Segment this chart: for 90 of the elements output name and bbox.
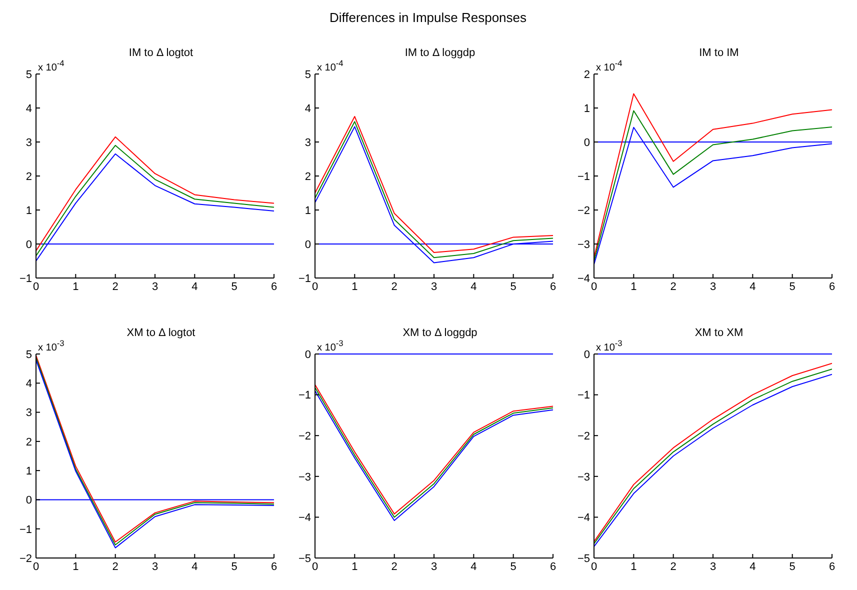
x-tick-label: 5 bbox=[789, 280, 796, 293]
y-tick-label: 3 bbox=[26, 407, 32, 420]
x-tick-label: 2 bbox=[391, 280, 398, 293]
chart-title: IM to Δ loggdp bbox=[404, 47, 476, 59]
y-tick-label: 5 bbox=[26, 348, 32, 361]
x-tick-label: 3 bbox=[710, 560, 716, 573]
y-tick-label: −5 bbox=[298, 552, 311, 565]
y-tick-label: 2 bbox=[304, 170, 311, 183]
x-tick-label: 3 bbox=[430, 560, 438, 573]
y-tick-label: 1 bbox=[584, 102, 590, 115]
y-tick-label: 2 bbox=[584, 68, 590, 81]
x-tick-label: 4 bbox=[750, 560, 756, 573]
y-tick-label: 0 bbox=[26, 238, 32, 251]
y-tick-label: 4 bbox=[26, 378, 32, 390]
y-tick-label: 0 bbox=[304, 238, 311, 251]
y-tick-label: −4 bbox=[577, 272, 590, 285]
y-tick-label: 1 bbox=[304, 204, 311, 217]
x-tick-label: 1 bbox=[352, 280, 358, 293]
y-tick-label: −2 bbox=[298, 430, 311, 443]
y-tick-label: 0 bbox=[304, 348, 311, 361]
x-tick-label: 2 bbox=[112, 560, 118, 573]
x-tick-label: 1 bbox=[72, 560, 79, 573]
x-tick-label: 2 bbox=[670, 280, 676, 293]
text: Differences in Impulse Responses bbox=[328, 10, 528, 25]
x-tick-label: 6 bbox=[550, 280, 556, 293]
x-tick-label: 4 bbox=[470, 280, 477, 293]
x-tick-label: 6 bbox=[828, 280, 836, 293]
y-tick-label: 0 bbox=[584, 136, 590, 149]
x-tick-label: 5 bbox=[789, 560, 796, 573]
y-tick-label: 5 bbox=[304, 68, 311, 81]
x-tick-label: 5 bbox=[510, 560, 516, 573]
y-tick-label: −2 bbox=[577, 430, 590, 443]
y-tick-label: 4 bbox=[304, 102, 311, 115]
y-tick-label: −1 bbox=[577, 390, 590, 402]
x-tick-label: 5 bbox=[231, 560, 238, 573]
y-tick-label: −4 bbox=[298, 512, 311, 524]
y-axis-title: x 10$^{-4}$ bbox=[317, 58, 344, 74]
x-tick-label: 5 bbox=[231, 280, 238, 293]
x-tick-label: 1 bbox=[630, 280, 637, 293]
y-axis-title: x 10$^{-3}$ bbox=[38, 338, 64, 354]
y-tick-label: −2 bbox=[19, 552, 32, 565]
y-tick-label: 2 bbox=[26, 170, 32, 183]
x-tick-label: 1 bbox=[630, 560, 637, 573]
x-tick-label: 3 bbox=[430, 280, 438, 293]
y-tick-label: −1 bbox=[19, 524, 32, 536]
y-tick-label: −1 bbox=[298, 272, 311, 285]
x-tick-label: 2 bbox=[112, 280, 118, 293]
y-tick-label: 5 bbox=[26, 68, 32, 81]
x-tick-label: 3 bbox=[152, 280, 158, 293]
x-tick-label: 4 bbox=[192, 560, 198, 573]
x-tick-label: 3 bbox=[710, 280, 716, 293]
x-tick-label: 5 bbox=[510, 280, 516, 293]
x-tick-label: 6 bbox=[270, 560, 278, 573]
chart-title: XM to Δ loggdp bbox=[402, 327, 478, 339]
x-tick-label: 4 bbox=[192, 280, 198, 293]
x-tick-label: 4 bbox=[470, 560, 477, 573]
y-tick-label: 3 bbox=[26, 136, 32, 149]
y-tick-label: 0 bbox=[26, 494, 32, 507]
y-tick-label: 2 bbox=[26, 436, 32, 448]
y-tick-label: −1 bbox=[298, 390, 311, 402]
chart-title: IM to Δ logtot bbox=[128, 47, 194, 59]
y-axis-title: x 10$^{-4}$ bbox=[596, 58, 622, 74]
chart-title: XM to Δ logtot bbox=[126, 327, 196, 339]
y-tick-label: −5 bbox=[577, 552, 590, 565]
x-tick-label: 1 bbox=[352, 560, 358, 573]
y-tick-label: −2 bbox=[577, 204, 590, 217]
y-tick-label: 1 bbox=[26, 204, 32, 217]
chart-title: IM to IM bbox=[699, 47, 739, 59]
x-tick-label: 6 bbox=[550, 560, 556, 573]
y-axis-title: x 10$^{-4}$ bbox=[38, 58, 64, 74]
y-tick-label: 4 bbox=[26, 102, 32, 115]
x-tick-label: 2 bbox=[391, 560, 398, 573]
x-tick-label: 6 bbox=[270, 280, 278, 293]
y-tick-label: −3 bbox=[577, 238, 590, 251]
y-tick-label: −1 bbox=[19, 272, 32, 285]
y-tick-label: 1 bbox=[26, 465, 32, 478]
y-tick-label: −1 bbox=[577, 170, 590, 183]
x-tick-label: 2 bbox=[670, 560, 676, 573]
y-tick-label: −4 bbox=[577, 512, 590, 524]
x-tick-label: 4 bbox=[750, 280, 756, 293]
x-tick-label: 6 bbox=[828, 560, 836, 573]
y-axis-title: x 10$^{-3}$ bbox=[596, 338, 622, 354]
x-tick-label: 3 bbox=[152, 560, 158, 573]
chart-title: XM to XM bbox=[694, 327, 744, 339]
y-tick-label: −3 bbox=[298, 471, 311, 484]
y-tick-label: −3 bbox=[577, 471, 590, 484]
y-tick-label: 0 bbox=[584, 348, 590, 361]
y-axis-title: x 10$^{-3}$ bbox=[317, 338, 344, 354]
x-tick-label: 1 bbox=[72, 280, 79, 293]
y-tick-label: 3 bbox=[304, 136, 311, 149]
